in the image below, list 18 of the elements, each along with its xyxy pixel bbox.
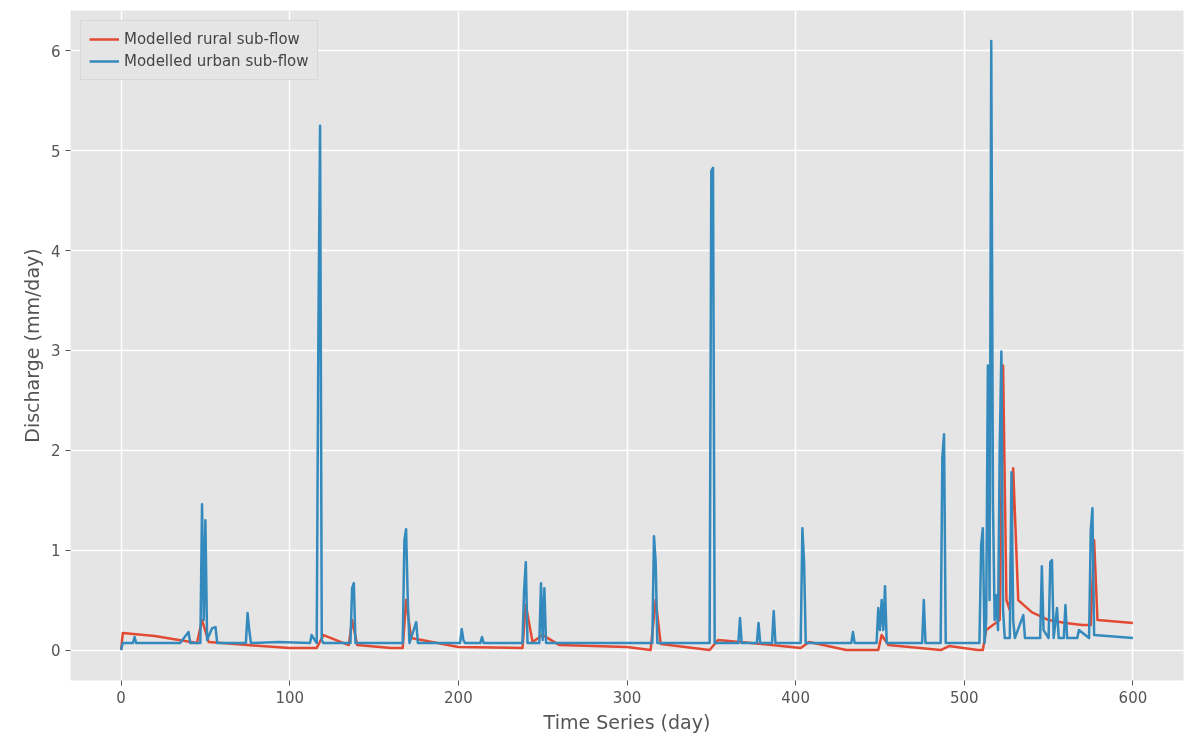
x-tick-label: 300 bbox=[612, 688, 642, 707]
y-tick-label: 1 bbox=[50, 542, 61, 561]
legend-label: Modelled rural sub-flow bbox=[124, 30, 300, 48]
y-tick-label: 2 bbox=[50, 442, 61, 461]
x-axis-title: Time Series (day) bbox=[542, 710, 711, 733]
y-tick-label: 5 bbox=[50, 142, 61, 161]
x-tick-label: 100 bbox=[275, 688, 305, 707]
x-tick-label: 200 bbox=[444, 688, 473, 707]
legend-label: Modelled urban sub-flow bbox=[124, 52, 309, 70]
x-tick-label: 0 bbox=[116, 688, 126, 707]
y-tick-label: 4 bbox=[50, 242, 61, 261]
x-tick-label: 600 bbox=[1118, 688, 1148, 707]
y-axis-title: Discharge (mm/day) bbox=[20, 248, 43, 443]
y-tick-label: 3 bbox=[50, 342, 61, 361]
y-tick-label: 0 bbox=[50, 642, 61, 661]
x-tick-label: 500 bbox=[949, 688, 979, 707]
x-tick-label: 400 bbox=[781, 688, 810, 707]
y-tick-label: 6 bbox=[50, 42, 61, 61]
